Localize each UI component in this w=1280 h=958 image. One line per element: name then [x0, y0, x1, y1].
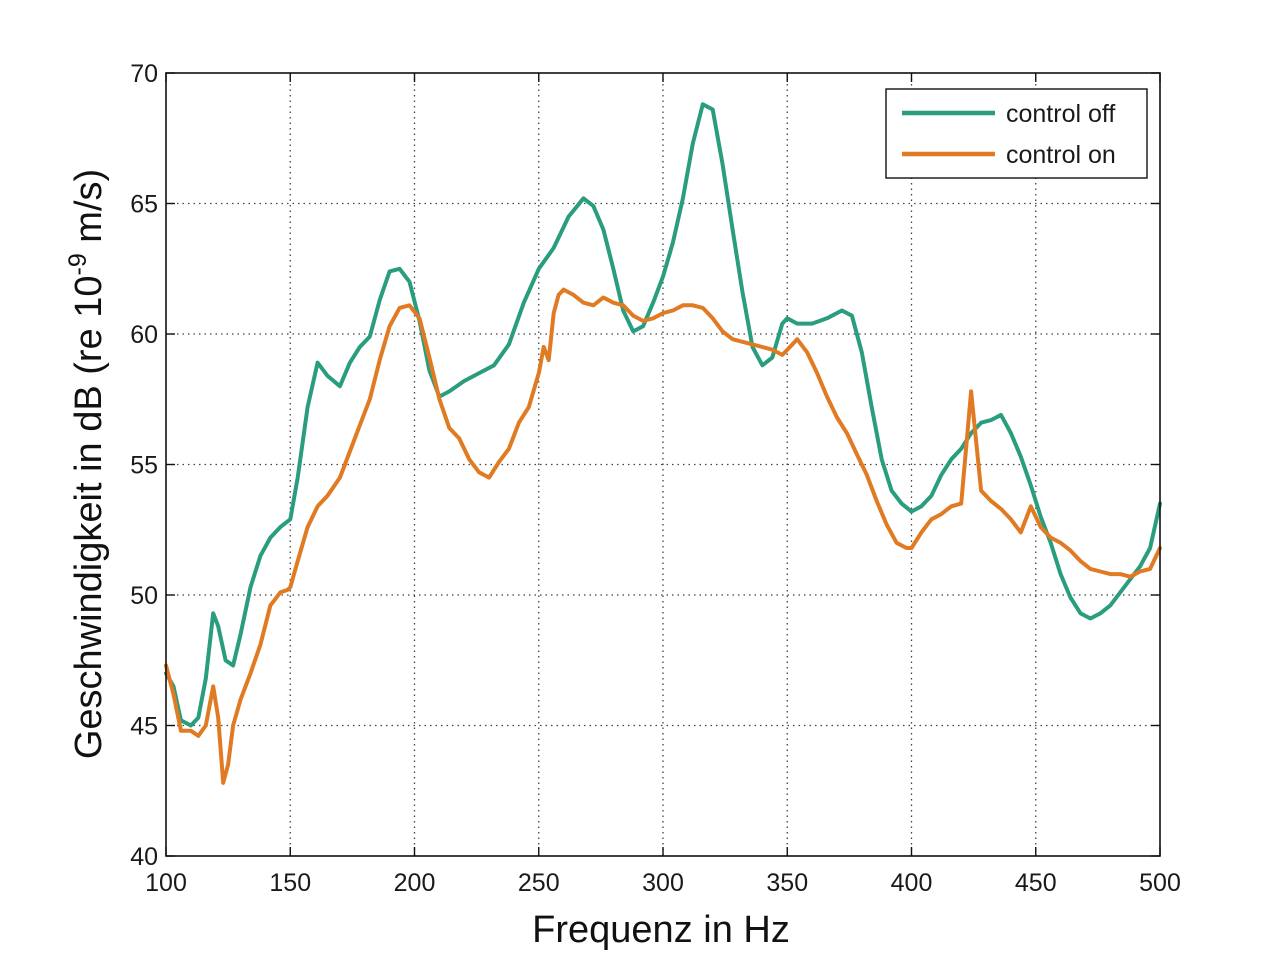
y-axis-label-exponent: -9 [64, 253, 92, 275]
grid [166, 73, 1160, 856]
y-tick-label: 40 [130, 843, 158, 871]
x-tick-label: 500 [1139, 869, 1181, 897]
x-tick-label: 350 [766, 869, 808, 897]
y-tick-label: 65 [130, 191, 158, 219]
legend-label-control-on: control on [1006, 141, 1116, 169]
y-tick-label: 60 [130, 321, 158, 349]
x-tick-label: 100 [145, 869, 187, 897]
x-tick-label: 450 [1015, 869, 1057, 897]
y-tick-label: 50 [130, 582, 158, 610]
y-axis-label-tail: m/s) [68, 169, 110, 253]
legend-label-control-off: control off [1006, 100, 1115, 128]
x-tick-label: 400 [891, 869, 933, 897]
ticks [165, 72, 1161, 857]
x-axis-label: Frequenz in Hz [532, 909, 790, 951]
legend: control off control on [885, 88, 1148, 179]
x-tick-label: 300 [642, 869, 684, 897]
x-tick-label: 150 [269, 869, 311, 897]
y-tick-label: 45 [130, 713, 158, 741]
series-line-control-off [164, 102, 1162, 728]
y-axis-label: Geschwindigkeit in dB (re 10-9 m/s) [64, 169, 110, 759]
tick-labels: 100 150 200 250 300 350 400 450 500 40 45 50 55 60 65 7… [130, 60, 1181, 897]
x-tick-label: 200 [394, 869, 436, 897]
y-tick-label: 55 [130, 452, 158, 480]
y-tick-label: 70 [130, 60, 158, 88]
series-layer [164, 102, 1162, 785]
legend-box [885, 88, 1148, 179]
y-axis-label-main: Geschwindigkeit in dB (re 10 [68, 275, 110, 759]
x-tick-label: 250 [518, 869, 560, 897]
series-line-control-on [164, 287, 1162, 785]
